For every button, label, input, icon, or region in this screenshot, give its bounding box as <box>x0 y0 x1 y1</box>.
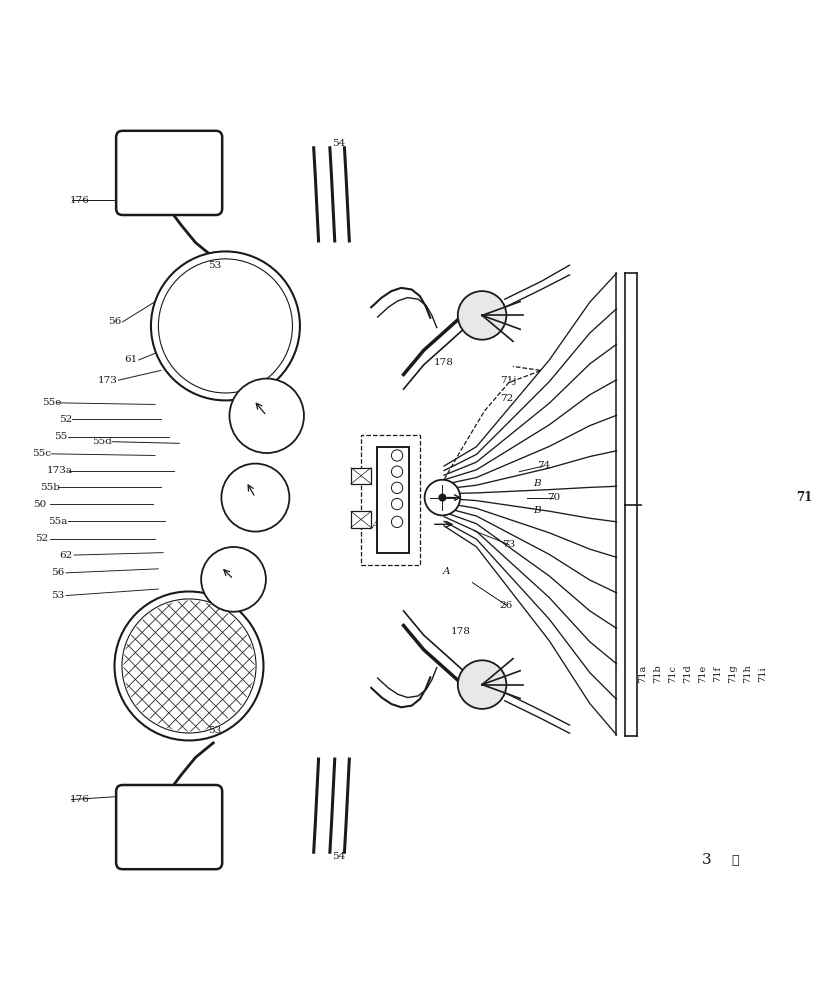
Circle shape <box>221 464 289 532</box>
Text: 52: 52 <box>35 534 48 543</box>
Text: 55d: 55d <box>92 437 111 446</box>
Text: 54: 54 <box>333 139 346 148</box>
Text: 176: 176 <box>69 795 90 804</box>
Text: B: B <box>534 506 541 515</box>
Text: 54: 54 <box>333 852 346 861</box>
Text: 71c: 71c <box>667 665 676 683</box>
Text: 56: 56 <box>51 568 65 577</box>
Text: A: A <box>372 521 379 530</box>
Circle shape <box>151 251 300 400</box>
FancyBboxPatch shape <box>116 131 222 215</box>
FancyBboxPatch shape <box>116 785 222 869</box>
Text: 71a: 71a <box>638 665 647 683</box>
Text: 71i: 71i <box>757 666 766 682</box>
Text: 53: 53 <box>208 726 221 735</box>
Text: 53: 53 <box>51 591 65 600</box>
Text: 71: 71 <box>797 491 812 504</box>
Text: 61: 61 <box>124 355 137 364</box>
Bar <box>351 468 371 484</box>
Text: 71e: 71e <box>698 665 707 683</box>
Bar <box>361 435 420 565</box>
Text: 73: 73 <box>502 540 516 549</box>
Text: 53: 53 <box>208 261 221 270</box>
Text: 72: 72 <box>500 394 513 403</box>
Circle shape <box>458 660 507 709</box>
Text: 178: 178 <box>434 358 454 367</box>
Bar <box>351 511 371 528</box>
Text: 55a: 55a <box>48 517 68 526</box>
Text: 26: 26 <box>500 601 513 610</box>
Text: 71h: 71h <box>743 665 752 683</box>
Text: 178: 178 <box>450 627 470 636</box>
Text: 56: 56 <box>108 317 121 326</box>
Circle shape <box>458 291 507 340</box>
Text: 71f: 71f <box>712 666 721 682</box>
Circle shape <box>114 591 264 740</box>
Text: 55: 55 <box>55 432 68 441</box>
Text: 50: 50 <box>33 500 46 509</box>
Circle shape <box>439 494 446 502</box>
Text: 71b: 71b <box>653 665 662 683</box>
Text: 74: 74 <box>537 461 551 470</box>
Text: 70: 70 <box>547 493 560 502</box>
Text: 55e: 55e <box>42 398 61 407</box>
Bar <box>377 447 409 553</box>
Text: 55b: 55b <box>40 483 60 492</box>
Text: 55c: 55c <box>32 449 51 458</box>
Text: B: B <box>534 479 541 488</box>
Text: 71g: 71g <box>728 665 737 683</box>
Text: 52: 52 <box>60 415 73 424</box>
Text: 図: 図 <box>732 854 739 867</box>
Text: A: A <box>443 567 450 576</box>
Text: 173: 173 <box>98 376 118 385</box>
Circle shape <box>425 480 460 515</box>
Circle shape <box>201 547 266 612</box>
Text: 62: 62 <box>60 551 73 560</box>
Text: 173a: 173a <box>47 466 73 475</box>
Circle shape <box>230 379 304 453</box>
Text: 71d: 71d <box>683 665 692 683</box>
Text: 3: 3 <box>703 853 712 867</box>
Text: 71j: 71j <box>501 376 517 385</box>
Text: 176: 176 <box>69 196 90 205</box>
